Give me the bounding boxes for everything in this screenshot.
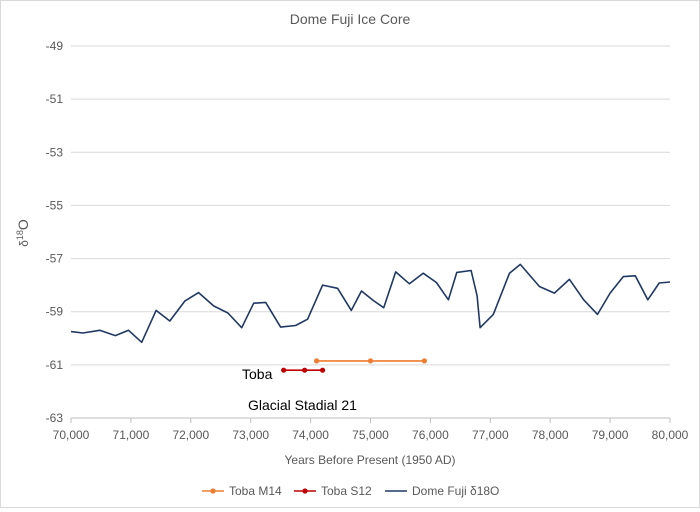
y-tick-label: -57 (46, 252, 64, 266)
legend-marker (302, 488, 308, 494)
series-line (70, 263, 671, 344)
legend: Toba M14 Toba S12 Dome Fuji δ18O (202, 484, 499, 498)
x-tick-label: 72,000 (172, 428, 209, 442)
data-point (421, 358, 428, 364)
legend-item: Dome Fuji δ18O (385, 484, 499, 498)
x-tick-label: 75,000 (352, 428, 389, 442)
y-axis-title-base: δ (17, 240, 31, 247)
x-tick-label: 74,000 (292, 428, 329, 442)
data-point (281, 367, 287, 373)
legend-label: Dome Fuji δ18O (412, 484, 499, 498)
series-1 (281, 367, 326, 373)
x-tick-label: 76,000 (412, 428, 449, 442)
x-tick-label: 79,000 (592, 428, 629, 442)
x-tick-label: 80,000 (652, 428, 689, 442)
y-axis-title-sup: 18 (15, 230, 25, 240)
x-tick-label: 73,000 (232, 428, 269, 442)
y-tick-labels: -49 -51 -53 -55 -57 -59 -61 -63 (46, 39, 64, 425)
y-tick-label: -59 (46, 305, 64, 319)
x-tick-label: 77,000 (472, 428, 509, 442)
gridlines (70, 45, 671, 423)
data-point (302, 367, 308, 373)
x-tick-label: 78,000 (532, 428, 569, 442)
y-tick-label: -61 (46, 358, 64, 372)
data-point (313, 358, 320, 364)
y-tick-label: -63 (46, 411, 64, 425)
y-axis-title-tail: O (15, 219, 31, 230)
series-layer (70, 263, 671, 373)
legend-item: Toba S12 (294, 484, 372, 498)
x-tick-label: 70,000 (53, 428, 90, 442)
x-tick-label: 71,000 (113, 428, 150, 442)
y-tick-label: -55 (46, 198, 64, 212)
annotation-glacial-stadial: Glacial Stadial 21 (248, 397, 357, 413)
legend-label: Toba M14 (229, 484, 282, 498)
legend-label: Toba S12 (321, 484, 372, 498)
data-point (319, 367, 326, 373)
y-tick-label: -51 (46, 92, 64, 106)
y-tick-label: -53 (46, 145, 64, 159)
data-point (367, 358, 374, 364)
x-tick-labels: 70,000 71,000 72,000 73,000 74,000 75,000 76,0… (53, 428, 689, 442)
annotation-toba: Toba (242, 366, 273, 382)
y-axis-title: δ18O (15, 219, 31, 247)
x-axis-title: Years Before Present (1950 AD) (285, 453, 456, 467)
y-tick-label: -49 (46, 39, 64, 53)
legend-marker (210, 488, 216, 494)
legend-item: Toba M14 (202, 484, 282, 498)
series-0 (313, 358, 428, 364)
series-2 (70, 263, 671, 344)
chart-title: Dome Fuji Ice Core (290, 11, 411, 27)
